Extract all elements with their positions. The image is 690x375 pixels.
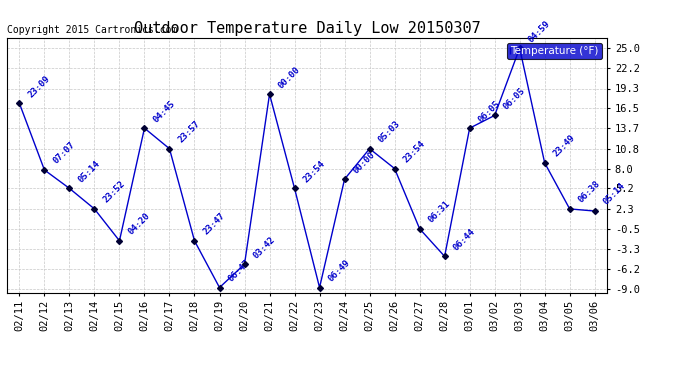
Text: 23:47: 23:47	[201, 211, 227, 237]
Text: 06:44: 06:44	[451, 227, 477, 252]
Text: 07:07: 07:07	[51, 140, 77, 166]
Text: 04:20: 04:20	[126, 211, 152, 237]
Text: 23:49: 23:49	[551, 134, 577, 159]
Text: 05:14: 05:14	[602, 182, 627, 207]
Text: 03:42: 03:42	[251, 235, 277, 260]
Legend: Temperature (°F): Temperature (°F)	[507, 43, 602, 59]
Text: 23:54: 23:54	[302, 159, 327, 184]
Text: 00:00: 00:00	[277, 64, 302, 90]
Text: 00:00: 00:00	[351, 150, 377, 175]
Text: 06:49: 06:49	[326, 258, 352, 284]
Text: 05:03: 05:03	[377, 119, 402, 144]
Text: 06:38: 06:38	[577, 179, 602, 205]
Text: 06:05: 06:05	[477, 99, 502, 124]
Text: 23:57: 23:57	[177, 119, 201, 144]
Text: 23:54: 23:54	[402, 139, 427, 164]
Text: 23:52: 23:52	[101, 179, 127, 205]
Text: 04:45: 04:45	[151, 99, 177, 124]
Text: 04:59: 04:59	[526, 19, 552, 44]
Text: 06:47: 06:47	[226, 258, 252, 284]
Text: 05:14: 05:14	[77, 159, 101, 184]
Text: Copyright 2015 Cartronics.com: Copyright 2015 Cartronics.com	[7, 25, 177, 35]
Text: 23:09: 23:09	[26, 74, 52, 99]
Text: 06:31: 06:31	[426, 199, 452, 225]
Text: 06:05: 06:05	[502, 86, 527, 111]
Title: Outdoor Temperature Daily Low 20150307: Outdoor Temperature Daily Low 20150307	[134, 21, 480, 36]
